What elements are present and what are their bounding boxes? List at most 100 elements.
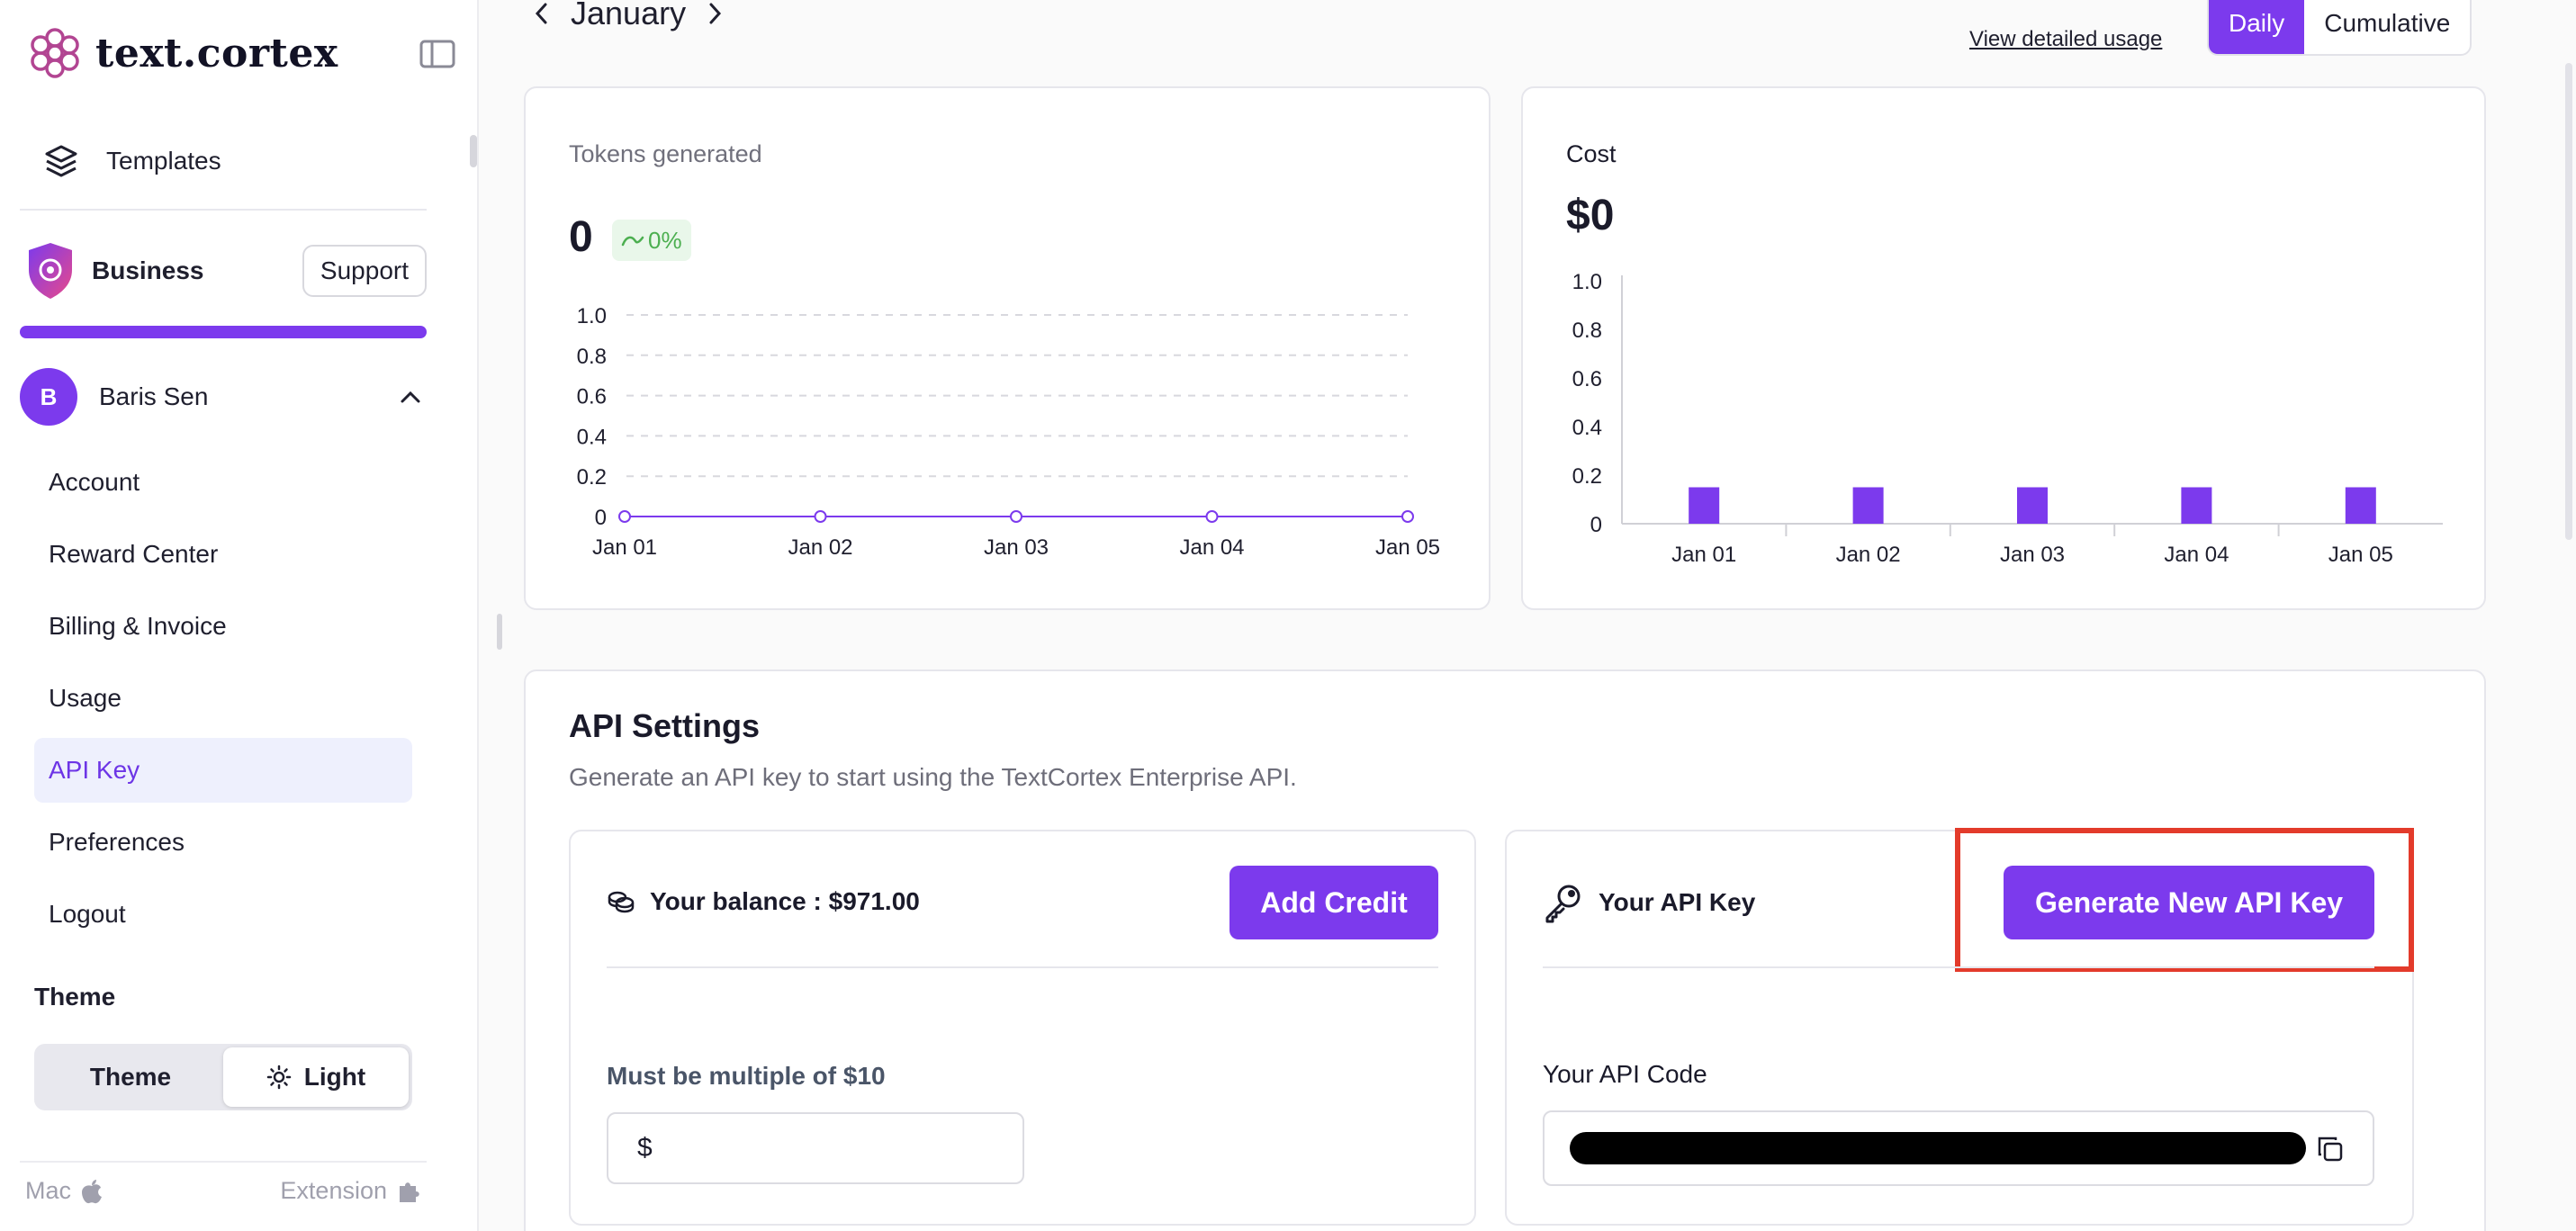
theme-option-label: Theme [89,1063,172,1091]
cost-card: Cost $0 0 0.2 0.4 0.6 0.8 1.0 Jan 01 Jan 02 Jan … [1521,86,2486,610]
x-tick-label: Jan 01 [1671,543,1736,567]
sidebar-resize-handle[interactable] [497,614,502,650]
cost-bar [2017,487,2048,524]
y-tick-label: 0.4 [1572,416,1602,440]
support-button[interactable]: Support [302,245,427,297]
user-menu-toggle[interactable]: B Baris Sen [20,367,427,427]
apple-icon [82,1179,103,1203]
y-tick-label: 0.8 [577,345,607,369]
y-tick-label: 0.2 [577,465,607,490]
puzzle-icon [400,1182,419,1202]
x-tick-label: Jan 05 [1375,535,1440,560]
mac-app-link[interactable]: Mac [25,1177,104,1205]
cost-title: Cost [1566,140,1617,167]
data-point [1010,510,1022,523]
tokens-title: Tokens generated [569,140,762,167]
highlight-annotation [1955,828,2414,972]
plan-progress-bar [20,326,427,338]
main-scrollbar[interactable] [2565,63,2572,540]
x-tick-label: Jan 01 [592,535,657,560]
tokens-card: Tokens generated 0 0% 0 0.2 0.4 0.6 0.8 1.0 Ja… [524,86,1491,610]
tokens-change: 0% [648,226,682,254]
x-tick-label: Jan 03 [2000,543,2065,567]
sidebar-item-usage[interactable]: Usage [49,684,122,712]
cost-value: $0 [1566,192,1615,239]
x-tick-label: Jan 04 [2164,543,2229,567]
api-settings-subtitle: Generate an API key to start using the T… [569,763,1297,791]
toggle-daily[interactable]: Daily [2209,0,2305,54]
layers-icon [45,145,77,177]
theme-toggle: Theme Light [34,1044,412,1110]
x-tick-label: Jan 02 [788,535,852,560]
x-tick-label: Jan 02 [1836,543,1901,567]
cost-bar [1852,487,1884,524]
data-point [1205,510,1219,523]
y-tick-label: 0.6 [1572,367,1602,391]
extension-label: Extension [280,1177,387,1204]
divider [20,209,427,211]
logo-text: text.cortex [95,30,338,76]
balance-row: Your balance : $971.00 [607,887,920,916]
data-point [814,510,827,523]
x-tick-label: Jan 03 [984,535,1049,560]
sidebar: text.cortex Templates [0,0,479,1231]
data-point [618,510,631,523]
theme-title: Theme [34,983,116,1011]
api-settings-title: API Settings [569,707,761,744]
brain-logo-icon [31,28,79,78]
account-menu: Account Reward Center Billing & Invoice … [34,450,412,954]
sidebar-item-templates[interactable]: Templates [20,130,427,193]
y-tick-label: 0 [1590,513,1602,537]
masked-api-code [1570,1132,2306,1164]
tokens-line-chart: 0 0.2 0.4 0.6 0.8 1.0 Jan 01 Jan 02 Jan 03 Jan 04… [577,304,1440,560]
plan-label: Business [92,256,204,284]
y-tick-label: 1.0 [577,304,607,328]
sidebar-item-reward-center[interactable]: Reward Center [49,540,219,568]
theme-option-theme[interactable]: Theme [38,1047,223,1107]
tokens-change-badge: 0% [612,220,691,261]
chevron-right-icon[interactable] [706,0,724,27]
cost-bar [2181,487,2212,524]
sidebar-item-billing[interactable]: Billing & Invoice [49,612,227,640]
sidebar-item-logout[interactable]: Logout [49,900,126,928]
sidebar-item-preferences[interactable]: Preferences [49,828,185,856]
chevron-up-icon [401,391,420,403]
copy-icon[interactable] [2315,1134,2346,1164]
cost-bar [1689,487,1720,524]
toggle-cumulative[interactable]: Cumulative [2324,9,2451,37]
cost-bar [2345,487,2376,524]
view-detailed-usage-link[interactable]: View detailed usage [1969,27,2163,51]
divider [20,1161,427,1163]
logo[interactable]: text.cortex [27,27,338,79]
chevron-left-icon[interactable] [533,0,551,27]
shield-brain-icon [29,243,72,299]
y-tick-label: 1.0 [1572,270,1602,294]
month-navigator: January [533,0,724,32]
api-key-label: Your API Key [1599,888,1756,916]
avatar: B [20,368,77,426]
add-credit-button[interactable]: Add Credit [1229,866,1438,939]
sidebar-item-api-key[interactable]: API Key [34,738,412,803]
tokens-value: 0 [569,213,593,261]
coins-icon [608,891,635,913]
divider [1543,966,2374,968]
currency-symbol: $ [637,1133,653,1163]
daily-cumulative-toggle: Daily Cumulative [2207,0,2472,56]
y-tick-label: 0.2 [1572,464,1602,489]
sun-icon [266,1065,292,1090]
generate-api-key-button[interactable]: Generate New API Key [2004,866,2374,939]
data-point [1401,510,1414,523]
sidebar-collapse-icon[interactable] [419,40,455,68]
sidebar-item-account[interactable]: Account [49,468,140,496]
trend-icon [621,236,644,247]
theme-option-light[interactable]: Light [223,1047,409,1107]
divider [607,966,1438,968]
extension-link[interactable]: Extension [280,1177,421,1205]
sidebar-scrollbar[interactable] [470,135,477,167]
mac-label: Mac [25,1177,72,1204]
user-name: Baris Sen [99,382,209,410]
credit-amount-input[interactable]: $ [607,1112,1024,1184]
y-tick-label: 0 [595,506,607,530]
y-tick-label: 0.6 [577,385,607,409]
sidebar-footer: Mac Extension [25,1177,421,1205]
